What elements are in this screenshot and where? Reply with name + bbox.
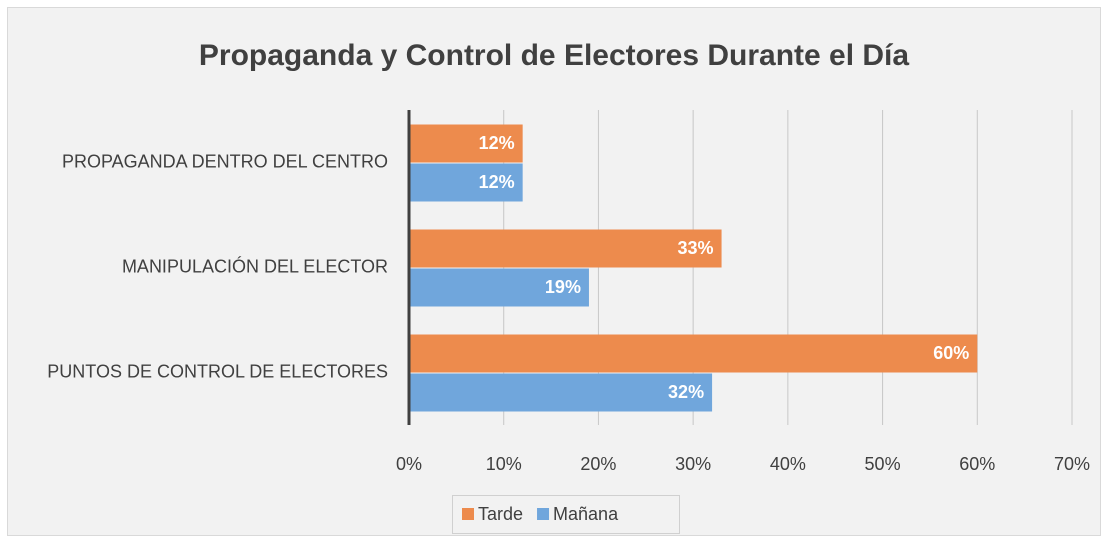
legend-label: Tarde — [478, 504, 523, 524]
y-tick-label: PUNTOS DE CONTROL DE ELECTORES — [47, 361, 388, 381]
x-tick-label: 40% — [770, 454, 806, 474]
bar — [409, 373, 713, 412]
bar — [409, 163, 523, 202]
x-tick-label: 10% — [486, 454, 522, 474]
legend-label: Mañana — [553, 504, 619, 524]
bar — [409, 268, 589, 307]
legend-swatch — [462, 508, 474, 520]
x-tick-label: 30% — [675, 454, 711, 474]
bar — [409, 229, 722, 268]
data-label: 60% — [933, 343, 969, 363]
data-label: 12% — [479, 133, 515, 153]
bar — [409, 124, 523, 163]
x-tick-label: 60% — [959, 454, 995, 474]
x-tick-label: 0% — [396, 454, 422, 474]
bar — [409, 334, 978, 373]
data-label: 19% — [545, 277, 581, 297]
y-tick-label: PROPAGANDA DENTRO DEL CENTRO — [62, 151, 388, 171]
x-tick-label: 50% — [865, 454, 901, 474]
y-tick-label: MANIPULACIÓN DEL ELECTOR — [122, 255, 388, 276]
legend-box — [452, 495, 680, 534]
data-label: 33% — [678, 238, 714, 258]
legend-swatch — [537, 508, 550, 520]
data-label: 32% — [668, 382, 704, 402]
data-label: 12% — [479, 172, 515, 192]
x-tick-label: 70% — [1054, 454, 1090, 474]
x-tick-label: 20% — [580, 454, 616, 474]
chart-title: Propaganda y Control de Electores Durant… — [199, 39, 909, 72]
